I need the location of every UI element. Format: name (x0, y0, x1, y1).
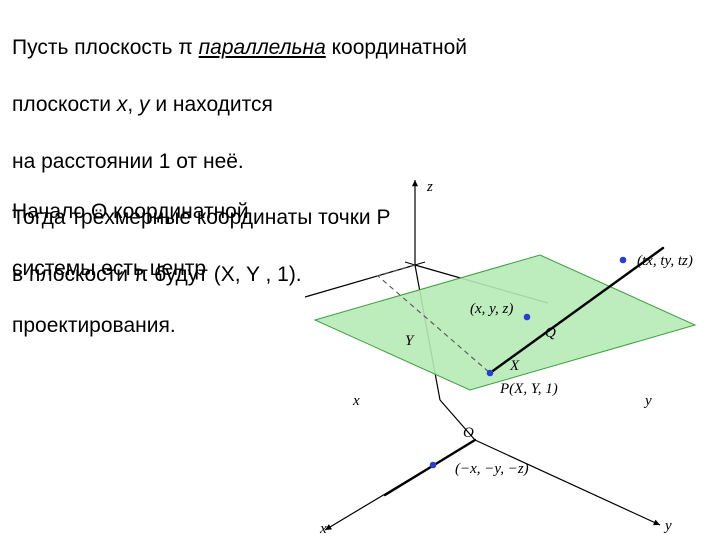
p2-line3: проектирования. (12, 314, 176, 337)
p2-line1: Начало O координатной (12, 200, 249, 223)
svg-text:(x, y, z): (x, y, z) (470, 301, 513, 317)
p1-line2: плоскости x, y и находится (12, 93, 273, 116)
p2-line2: системы есть центр (12, 257, 206, 280)
svg-text:y: y (643, 393, 652, 409)
svg-text:(tx, ty, tz): (tx, ty, tz) (637, 253, 693, 269)
p1-line1: Пусть плоскость π параллельна координатн… (12, 36, 467, 59)
paragraph-2: Начало O координатной системы есть центр… (12, 170, 249, 340)
svg-text:Q: Q (545, 325, 556, 341)
projection-diagram: z x y x y (tx, ty, tz) (x, y, z) Q P(X, Y, 1) (−x… (265, 175, 720, 540)
svg-text:O: O (463, 425, 474, 441)
svg-text:y: y (663, 518, 672, 534)
svg-text:x: x (319, 521, 327, 537)
svg-text:(−x, −y, −z): (−x, −y, −z) (455, 461, 529, 477)
svg-text:x: x (352, 393, 360, 409)
svg-text:P(X, Y, 1): P(X, Y, 1) (499, 381, 558, 397)
svg-text:z: z (426, 179, 433, 195)
svg-text:X: X (509, 358, 520, 374)
